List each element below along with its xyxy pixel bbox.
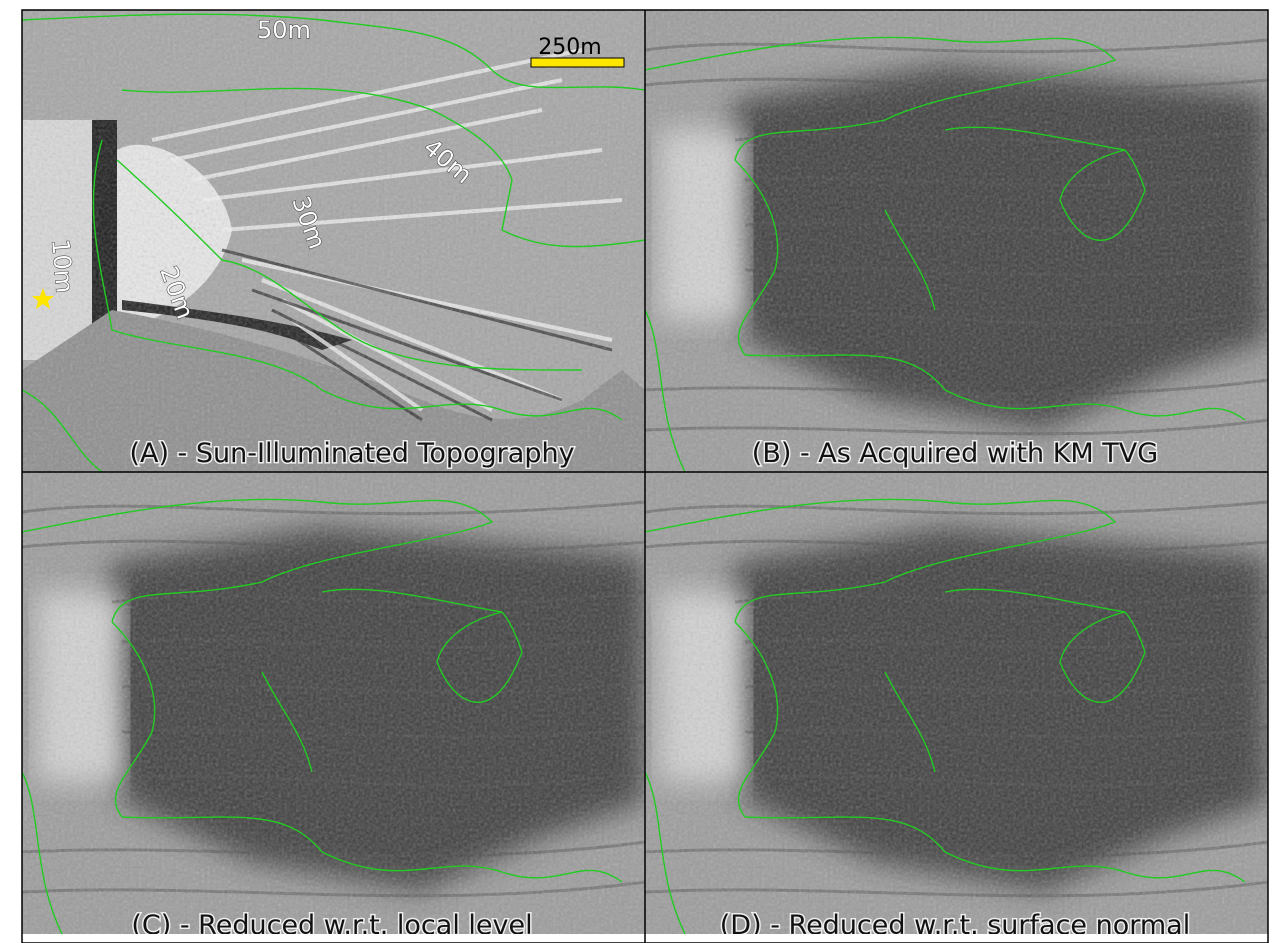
panel-a: 50m 40m 30m 20m 10m 250m (A) - Sun-Illum… xyxy=(22,10,645,472)
figure: 50m 40m 30m 20m 10m 250m (A) - Sun-Illum… xyxy=(0,0,1275,943)
panel-b: (B) - As Acquired with KM TVG xyxy=(645,10,1268,472)
panel-caption: (D) - Reduced w.r.t. surface normal xyxy=(720,910,1190,941)
contour-label: 10m xyxy=(46,238,79,294)
scale-bar xyxy=(531,58,624,67)
panel-d: (D) - Reduced w.r.t. surface normal xyxy=(645,472,1268,941)
panel-c: (C) - Reduced w.r.t. local level xyxy=(22,472,645,941)
panel-caption: (C) - Reduced w.r.t. local level xyxy=(131,910,532,941)
panel-caption: (A) - Sun-Illuminated Topography xyxy=(129,438,574,469)
panel-caption: (B) - As Acquired with KM TVG xyxy=(752,438,1158,469)
scale-bar-label: 250m xyxy=(538,35,601,60)
contour-label: 50m xyxy=(257,16,311,44)
